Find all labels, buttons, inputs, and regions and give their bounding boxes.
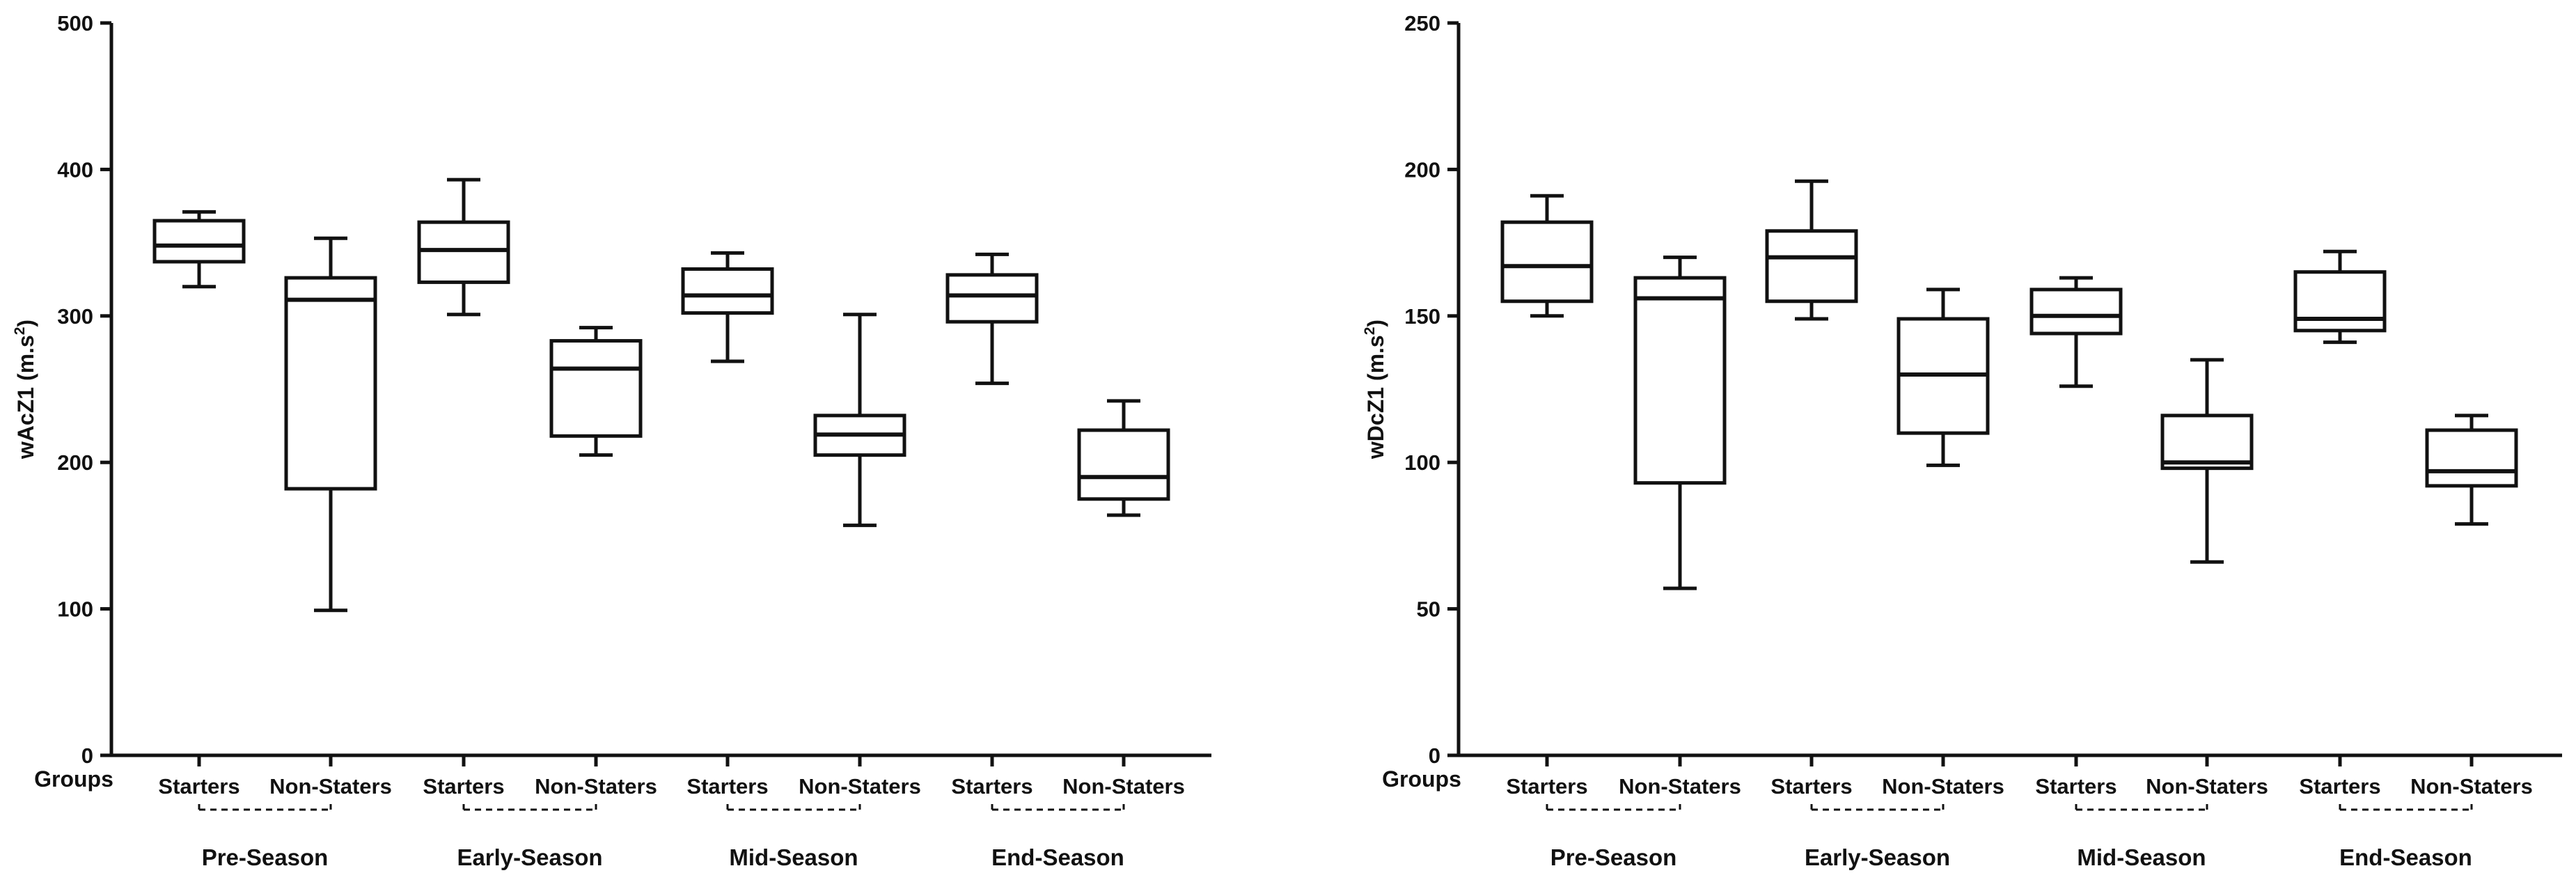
iqr-box — [152, 219, 246, 264]
x-category-label: Starters — [951, 774, 1032, 798]
y-tick-label: 200 — [1404, 157, 1440, 182]
x-category-label: Non-Staters — [2410, 774, 2533, 798]
chart-panel-wacz1: 0 100 200 300 400 500 wAcZ1 (m.s2) Groups Starte… — [12, 11, 1211, 870]
x-category-label: Starters — [1506, 774, 1587, 798]
phase-bracket — [198, 804, 332, 811]
phase-bracket — [2075, 804, 2208, 811]
x-category-label: Starters — [1770, 774, 1852, 798]
phase-label: Mid-Season — [729, 844, 858, 870]
iqr-box — [2160, 414, 2254, 471]
y-axis-title-suffix: ) — [1363, 320, 1388, 327]
chart-panel-wdcz1: 0 50 100 150 200 250 wDcZ1 (m.s2) Groups Starter… — [1362, 11, 2562, 870]
box-plot-5 — [681, 251, 774, 363]
x-category-label: Starters — [2035, 774, 2116, 798]
phase-label: Pre-Season — [1550, 844, 1677, 870]
iqr-box — [945, 273, 1039, 324]
y-tick-label: 500 — [57, 11, 93, 36]
box-plot-8 — [2425, 414, 2518, 526]
phase-bracket — [1810, 804, 1945, 811]
box-plot-6 — [813, 313, 906, 528]
y-tick-label: 150 — [1404, 304, 1440, 329]
box-plot-7 — [945, 252, 1039, 386]
x-category-label: Non-Staters — [269, 774, 392, 798]
groups-axis-label: Groups — [1382, 766, 1461, 792]
iqr-box — [549, 339, 643, 438]
x-category-label: Non-Staters — [1882, 774, 2004, 798]
box-plot-6 — [2160, 358, 2254, 564]
box-plot-3 — [1765, 179, 1858, 321]
phase-label: Early-Season — [1805, 844, 1950, 870]
y-tick-label: 100 — [57, 597, 93, 622]
y-axis-title: wAcZ1 (m.s2) — [12, 320, 38, 459]
phase-bracket — [2339, 804, 2473, 811]
x-category-label: Non-Staters — [799, 774, 921, 798]
phase-label: Pre-Season — [202, 844, 329, 870]
y-tick-label: 400 — [57, 157, 93, 182]
iqr-box — [2293, 270, 2387, 333]
x-category-label: Starters — [158, 774, 239, 798]
box-plot-3 — [417, 178, 510, 317]
box-plot-2 — [284, 236, 377, 613]
x-category-label: Starters — [2299, 774, 2380, 798]
y-tick-label: 50 — [1417, 597, 1440, 622]
iqr-box — [2425, 428, 2518, 488]
x-category-label: Starters — [423, 774, 504, 798]
iqr-box — [1633, 276, 1727, 485]
groups-axis-label: Groups — [34, 766, 113, 792]
box-plot-4 — [1896, 288, 1990, 467]
iqr-box — [1765, 229, 1858, 304]
y-tick-label: 0 — [81, 744, 93, 768]
y-axis-title: wDcZ1 (m.s2) — [1362, 320, 1388, 459]
box-plot-1 — [1500, 194, 1594, 318]
phase-label: Early-Season — [457, 844, 602, 870]
iqr-box — [1077, 428, 1170, 501]
box-plot-4 — [549, 326, 643, 457]
box-plot-7 — [2293, 249, 2387, 345]
iqr-box — [284, 276, 377, 491]
x-category-label: Non-Staters — [1062, 774, 1185, 798]
box-plot-8 — [1077, 399, 1170, 517]
x-category-label: Non-Staters — [2146, 774, 2268, 798]
y-tick-label: 0 — [1429, 744, 1440, 768]
phase-bracket — [1546, 804, 1681, 811]
box-plot-5 — [2029, 276, 2123, 388]
x-category-label: Starters — [686, 774, 768, 798]
phase-bracket — [726, 804, 861, 811]
y-axis-title-superscript: 2 — [12, 327, 28, 336]
iqr-box — [681, 267, 774, 315]
y-axis-title-suffix: ) — [13, 320, 38, 327]
y-axis-title-superscript: 2 — [1362, 327, 1378, 336]
phase-bracket — [462, 804, 597, 811]
iqr-box — [417, 220, 510, 284]
y-axis-title-text: wDcZ1 (m.s — [1363, 335, 1388, 459]
y-tick-label: 250 — [1404, 11, 1440, 36]
box-plot-1 — [152, 210, 246, 289]
iqr-box — [2029, 288, 2123, 336]
x-category-label: Non-Staters — [1619, 774, 1741, 798]
iqr-box — [1500, 220, 1594, 304]
phase-label: Mid-Season — [2077, 844, 2206, 870]
phase-label: End-Season — [2339, 844, 2472, 870]
y-tick-label: 200 — [57, 450, 93, 475]
y-tick-label: 300 — [57, 304, 93, 329]
phase-label: End-Season — [991, 844, 1124, 870]
x-category-label: Non-Staters — [535, 774, 657, 798]
phase-bracket — [991, 804, 1125, 811]
box-plot-2 — [1633, 255, 1727, 590]
y-axis-title-text: wAcZ1 (m.s — [13, 335, 38, 459]
y-tick-label: 100 — [1404, 450, 1440, 475]
